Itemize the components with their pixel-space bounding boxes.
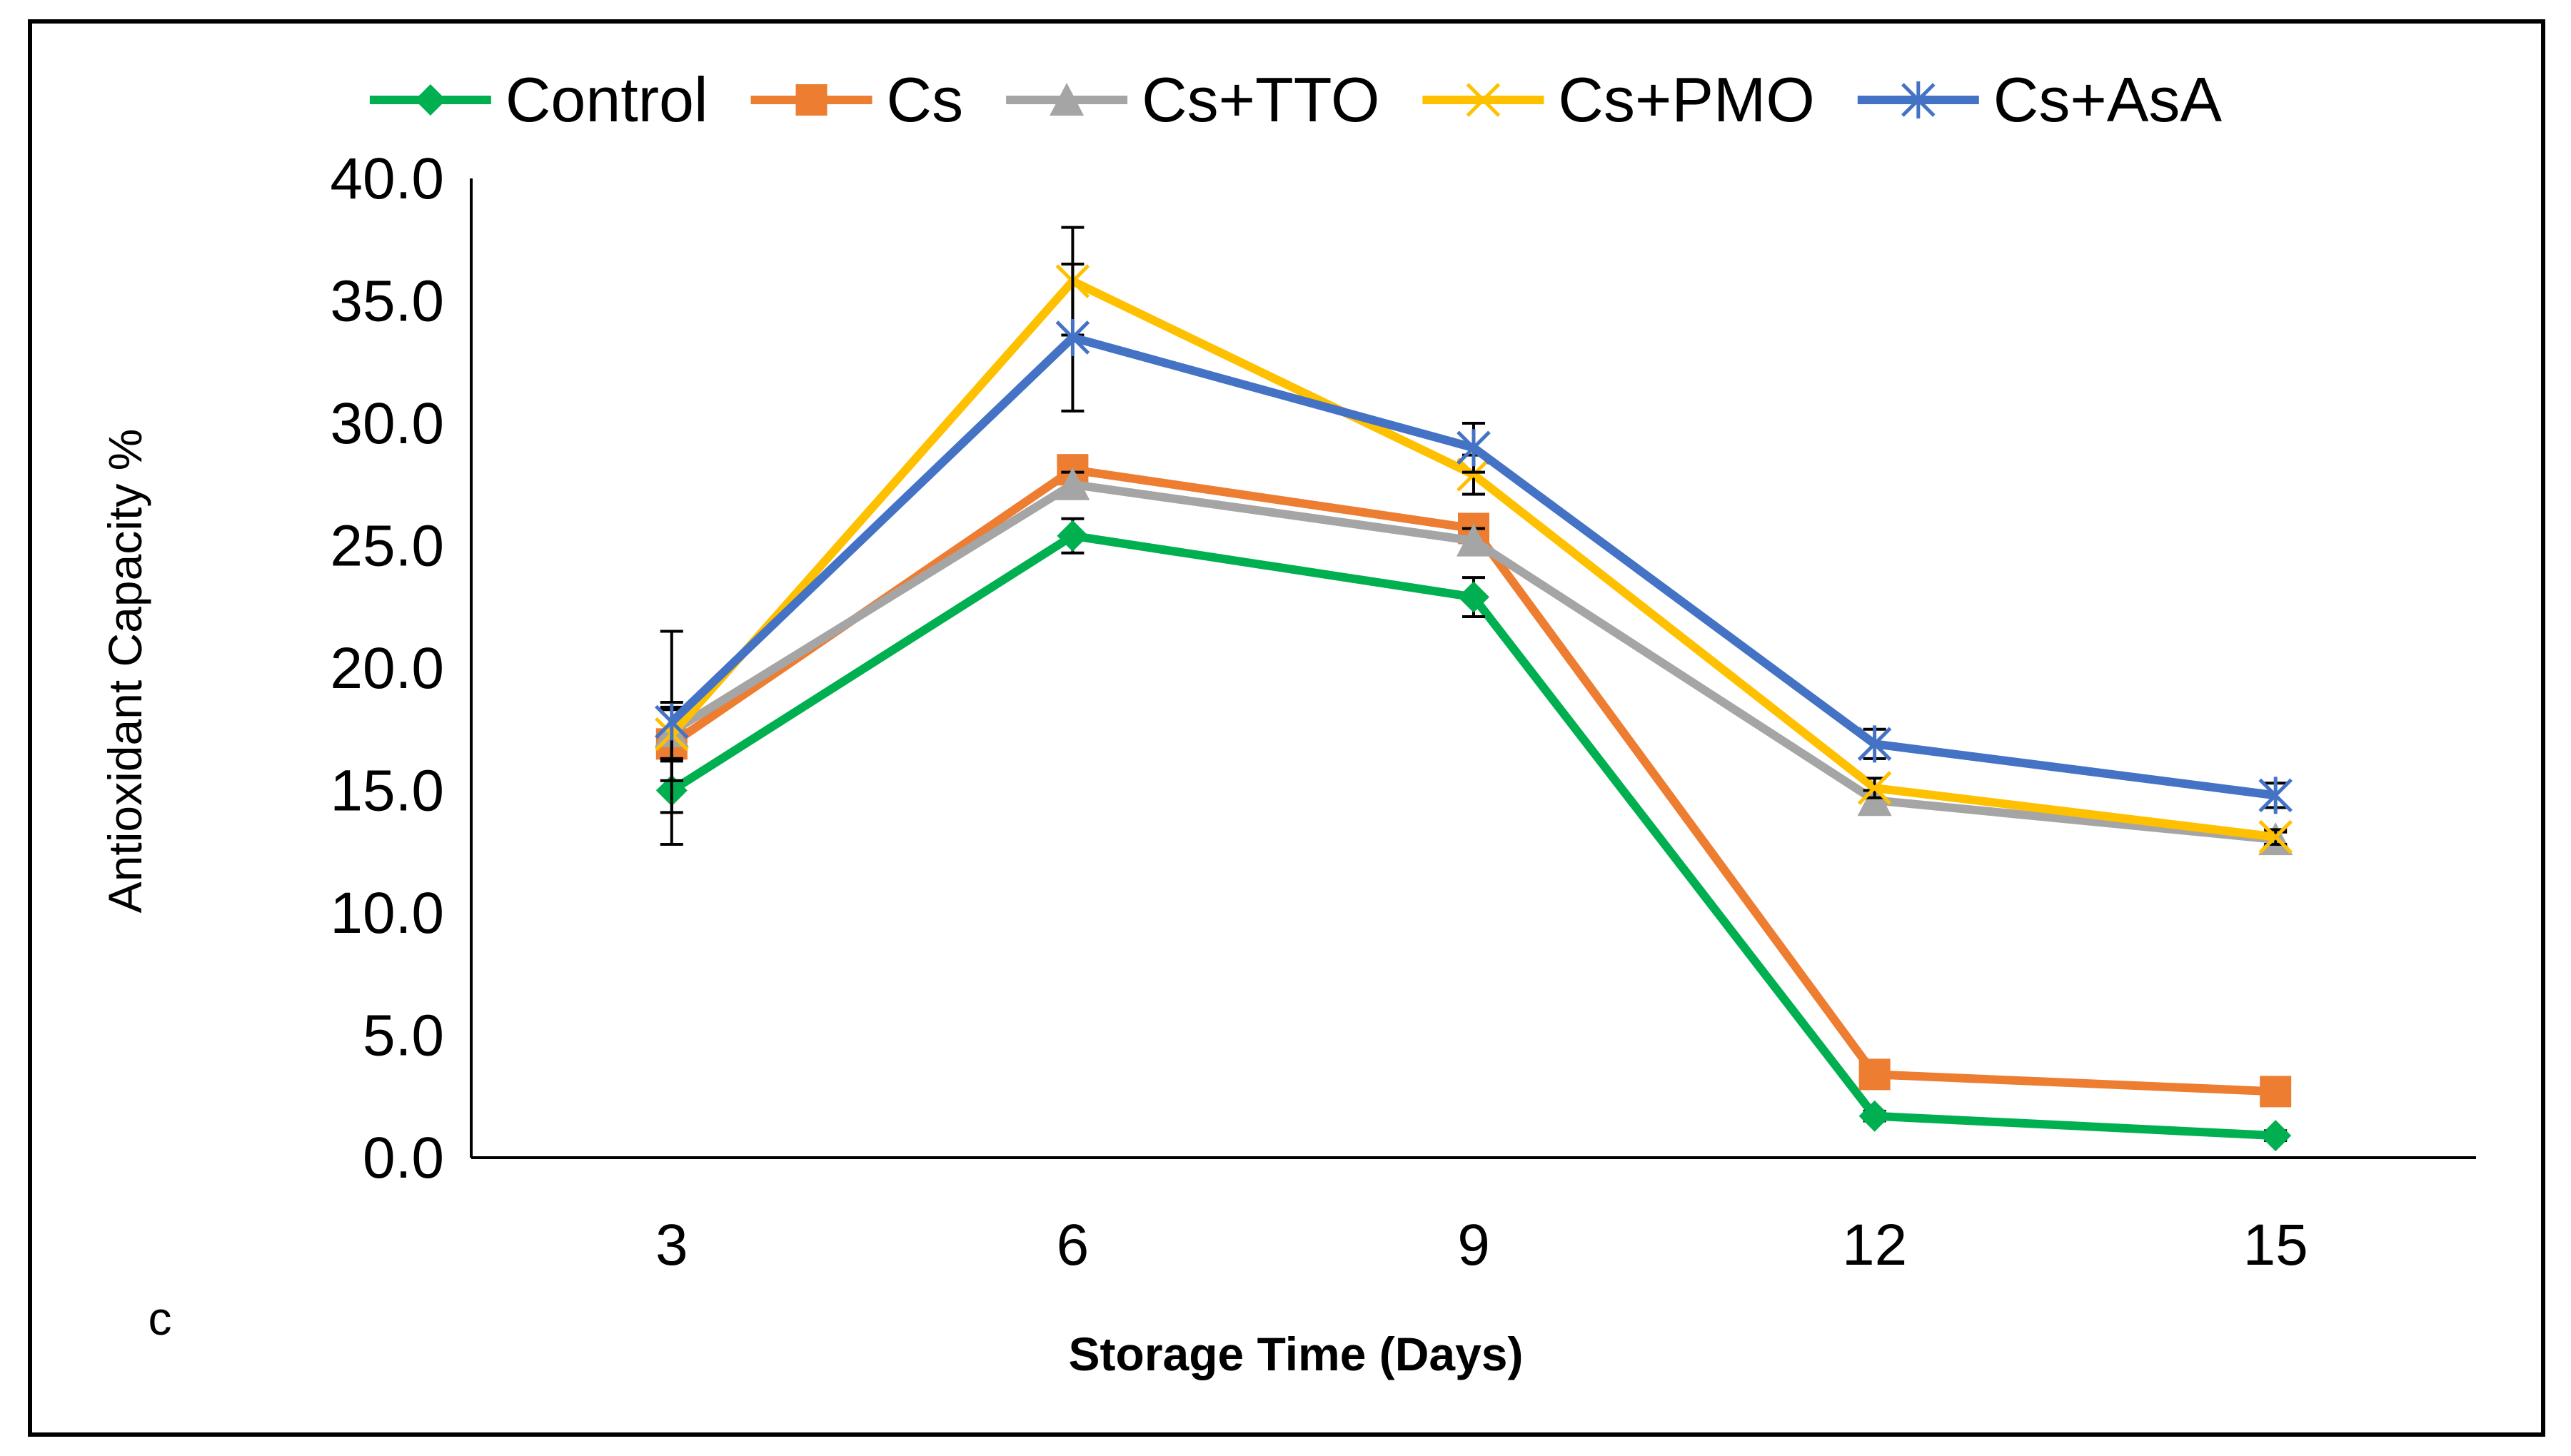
legend-item: Cs+TTO <box>1006 64 1379 135</box>
y-tick-label: 10.0 <box>330 881 444 946</box>
data-point-diamond <box>1858 1100 1891 1132</box>
y-tick-label: 30.0 <box>330 391 444 456</box>
data-point-triangle <box>1055 467 1090 500</box>
legend-marker-diamond <box>414 84 446 116</box>
y-tick-label: 5.0 <box>363 1003 444 1068</box>
y-tick-labels: 0.0 5.0 10.0 15.0 20.0 25.0 30.0 35.0 40.0 <box>330 146 444 1190</box>
data-point-square <box>1858 1058 1891 1091</box>
legend: Control Cs Cs+TTO Cs+PMO Cs+AsA <box>369 64 2223 135</box>
data-point-diamond <box>2260 1120 2292 1152</box>
data-point-asterisk <box>1055 318 1090 356</box>
y-tick-label: 15.0 <box>330 759 444 824</box>
legend-label: Cs+PMO <box>1558 64 1814 135</box>
legend-marker-asterisk <box>1901 81 1936 118</box>
legend-item: Cs+PMO <box>1422 64 1815 135</box>
series-layer <box>654 226 2293 1152</box>
x-tick-label: 12 <box>1842 1213 1907 1278</box>
data-point-x <box>2258 819 2293 854</box>
x-tick-label: 6 <box>1057 1213 1090 1278</box>
legend-marker-x <box>1466 83 1501 117</box>
legend-item: Control <box>369 64 708 135</box>
legend-label: Cs+AsA <box>1993 64 2223 135</box>
y-axis-label: Antioxidant Capacity % <box>99 429 151 914</box>
x-tick-label: 9 <box>1457 1213 1490 1278</box>
legend-item: Cs+AsA <box>1857 64 2223 135</box>
x-axis-label: Storage Time (Days) <box>1069 1328 1524 1380</box>
data-point-asterisk <box>655 703 689 741</box>
y-tick-label: 20.0 <box>330 636 444 701</box>
x-tick-label: 15 <box>2243 1213 2308 1278</box>
y-tick-label: 25.0 <box>330 514 444 579</box>
series-cs-asa <box>655 263 2293 814</box>
legend-label: Cs <box>887 64 964 135</box>
data-point-triangle <box>1857 783 1892 817</box>
legend-marker-triangle <box>1050 83 1085 116</box>
y-tick-label: 35.0 <box>330 269 444 334</box>
panel-label: c <box>149 1292 172 1345</box>
data-point-asterisk <box>2258 777 2293 814</box>
x-tick-label: 3 <box>655 1213 688 1278</box>
data-point-asterisk <box>1456 429 1491 467</box>
data-point-x <box>1857 771 1892 805</box>
chart-border <box>28 19 2545 1437</box>
legend-marker-square <box>795 84 827 116</box>
y-tick-label: 0.0 <box>363 1126 444 1190</box>
x-tick-labels: 3 6 9 12 15 <box>655 1213 2308 1278</box>
data-point-asterisk <box>1857 725 1892 763</box>
data-point-diamond <box>1458 581 1489 613</box>
legend-label: Cs+TTO <box>1142 64 1379 135</box>
axes <box>470 178 2476 1159</box>
data-point-square <box>2260 1076 2292 1108</box>
data-point-triangle <box>1456 523 1491 557</box>
data-point-diamond <box>1057 520 1089 552</box>
legend-item: Cs <box>750 64 964 135</box>
legend-label: Control <box>505 64 708 135</box>
data-point-x <box>1456 457 1491 492</box>
y-tick-label: 40.0 <box>330 146 444 211</box>
